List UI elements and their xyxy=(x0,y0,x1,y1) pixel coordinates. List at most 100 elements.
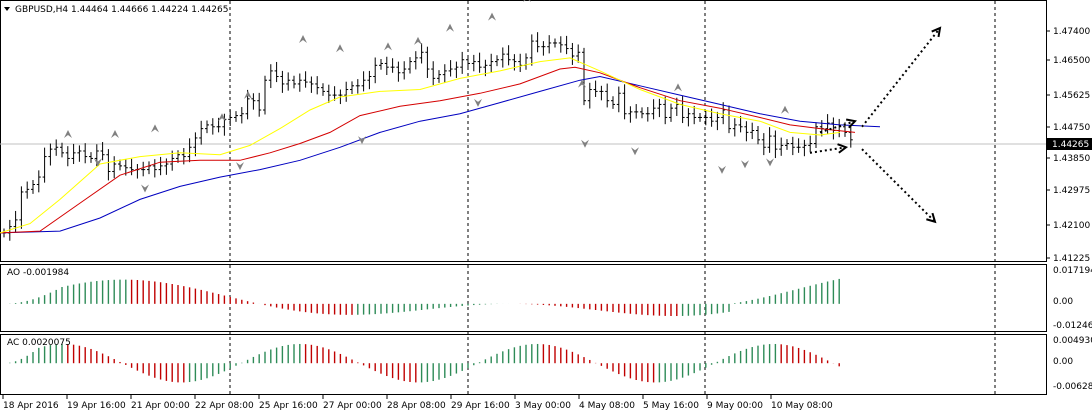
price-bar xyxy=(344,81,349,102)
arrow-head-icon xyxy=(845,118,857,129)
price-bar xyxy=(234,111,238,122)
price-bar xyxy=(89,152,93,163)
price-bar xyxy=(239,107,244,124)
price-bar xyxy=(129,158,134,176)
current-price-text: 1.44265 xyxy=(1052,140,1089,150)
price-bar xyxy=(587,82,592,109)
price-bar xyxy=(477,52,482,73)
y-tick-label: 0.00 xyxy=(1053,297,1073,307)
fractal-down-icon xyxy=(631,147,639,156)
price-bar xyxy=(42,147,47,183)
fractal-up-icon xyxy=(674,83,682,92)
x-tick-label: 28 Apr 08:00 xyxy=(387,401,446,411)
price-bar xyxy=(651,99,656,120)
time-axis: 18 Apr 2016 19 Apr 16:00 21 Apr 00:00 22 Ap… xyxy=(2,395,833,411)
price-bar xyxy=(518,53,523,73)
ma-fast-line xyxy=(0,57,841,234)
arrow-head-icon xyxy=(926,212,937,224)
price-bar xyxy=(77,145,82,162)
price-bar xyxy=(732,118,737,137)
price-bar xyxy=(761,133,766,156)
price-bar xyxy=(790,136,795,156)
ma-slow-line xyxy=(0,75,881,234)
price-bar xyxy=(692,105,697,125)
fractal-up-icon xyxy=(151,124,159,133)
price-bar xyxy=(251,93,256,110)
x-tick-label: 21 Apr 00:00 xyxy=(131,401,190,411)
price-bar xyxy=(698,112,702,122)
symbol-dropdown-icon[interactable] xyxy=(4,7,10,11)
price-bar xyxy=(193,132,198,157)
x-tick-label: 4 May 08:00 xyxy=(579,401,635,411)
y-tick-label: 1.46500 xyxy=(1053,56,1090,66)
price-bar xyxy=(147,161,151,175)
x-tick-label: 25 Apr 16:00 xyxy=(259,401,318,411)
price-bar xyxy=(71,143,76,165)
ac-panel-frame xyxy=(0,334,1047,395)
price-bar xyxy=(564,35,569,55)
price-bars xyxy=(2,32,853,241)
forecast-arrows xyxy=(809,26,942,224)
price-bar xyxy=(680,95,685,124)
price-bar xyxy=(582,47,586,106)
price-bar xyxy=(541,41,546,56)
price-bar xyxy=(576,44,581,63)
y-tick-label: 0.00 xyxy=(1053,357,1073,367)
price-bar xyxy=(286,72,291,91)
price-bar xyxy=(36,170,41,193)
price-bar xyxy=(48,143,53,166)
price-bar xyxy=(257,92,262,117)
price-bar xyxy=(355,79,360,94)
x-tick-label: 5 May 16:00 xyxy=(643,401,699,411)
fractal-up-icon xyxy=(111,129,119,138)
fractal-down-icon xyxy=(718,165,726,174)
price-bar xyxy=(506,45,511,66)
price-bar xyxy=(622,84,627,120)
y-tick-label: 1.42975 xyxy=(1053,186,1090,196)
price-bar xyxy=(547,35,552,54)
price-bar xyxy=(141,161,146,177)
x-tick-label: 9 May 00:00 xyxy=(707,401,763,411)
price-bar xyxy=(593,80,598,97)
price-bar xyxy=(529,34,534,66)
price-bar xyxy=(292,75,296,89)
x-tick-label: 18 Apr 2016 xyxy=(3,401,59,411)
y-tick-label: 1.45625 xyxy=(1053,91,1090,101)
y-tick-label: 1.43850 xyxy=(1053,154,1090,164)
price-bar xyxy=(471,54,476,72)
vertical-gridlines xyxy=(229,1,996,394)
price-bar xyxy=(176,150,180,163)
price-bar xyxy=(402,61,407,80)
price-bar xyxy=(321,83,325,96)
price-bar xyxy=(390,58,395,73)
ac-histogram xyxy=(9,343,840,383)
y-tick-label: 0.017194 xyxy=(1053,266,1092,276)
price-bar xyxy=(413,51,418,70)
price-bar xyxy=(721,102,726,125)
price-bar xyxy=(779,137,784,156)
price-bar xyxy=(199,120,204,145)
price-bar xyxy=(228,109,233,127)
x-tick-label: 22 Apr 08:00 xyxy=(195,401,254,411)
price-bar xyxy=(54,139,59,156)
forecast-arrow-line xyxy=(861,148,936,223)
price-bar xyxy=(837,118,842,138)
price-bar xyxy=(454,61,459,78)
price-bar xyxy=(396,61,401,82)
price-bar xyxy=(814,122,818,149)
price-bar xyxy=(535,32,540,53)
arrow-head-icon xyxy=(837,143,849,154)
price-bar xyxy=(796,138,801,153)
y-tick-label: -0.012465 xyxy=(1053,321,1092,331)
price-bar xyxy=(210,118,215,135)
price-bar xyxy=(448,60,453,77)
price-bar xyxy=(100,142,105,161)
fractal-down-icon xyxy=(741,160,749,169)
price-bar xyxy=(106,149,111,181)
price-bar xyxy=(645,107,650,122)
price-bar xyxy=(431,61,436,86)
price-bar xyxy=(599,85,604,101)
price-axis: 1.47400 1.46500 1.45625 1.44750 1.43850 1.429… xyxy=(1046,27,1092,392)
fractal-up-icon xyxy=(446,23,454,32)
